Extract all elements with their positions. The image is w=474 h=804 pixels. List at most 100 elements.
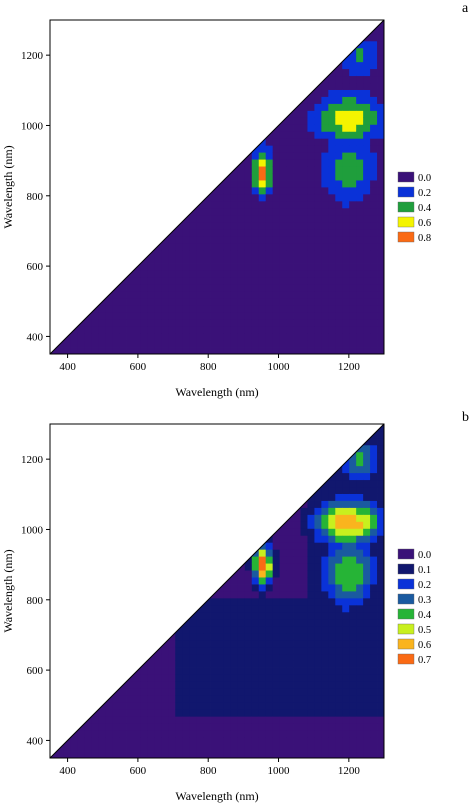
heatmap-cell xyxy=(293,152,301,160)
heatmap-cell xyxy=(335,340,343,348)
heatmap-cell xyxy=(300,563,308,571)
heatmap-cell xyxy=(203,277,211,285)
heatmap-cell xyxy=(230,584,239,592)
heatmap-cell xyxy=(377,249,385,257)
heatmap-cell xyxy=(210,235,218,244)
heatmap-cell xyxy=(356,521,364,529)
heatmap-cell xyxy=(272,695,281,703)
heatmap-cell xyxy=(377,291,385,299)
heatmap-cell xyxy=(328,200,336,209)
heatmap-cell xyxy=(70,744,79,752)
heatmap-cell xyxy=(370,653,378,661)
heatmap-cell xyxy=(265,298,274,306)
heatmap-cell xyxy=(321,110,329,118)
heatmap-cell xyxy=(244,570,253,578)
heatmap-cell xyxy=(223,632,232,641)
heatmap-cell xyxy=(314,110,322,118)
heatmap-cell xyxy=(272,138,281,146)
heatmap-cell xyxy=(300,639,308,648)
heatmap-cell xyxy=(349,180,357,188)
heatmap-cell xyxy=(349,521,357,529)
heatmap-cell xyxy=(321,228,329,237)
heatmap-cell xyxy=(119,695,127,703)
heatmap-cell xyxy=(286,709,294,717)
heatmap-cell xyxy=(230,577,239,585)
heatmap-cell xyxy=(279,584,287,592)
heatmap-cell xyxy=(140,737,148,745)
heatmap-cell xyxy=(258,340,267,348)
heatmap-cell xyxy=(335,305,343,313)
heatmap-cell xyxy=(182,751,190,759)
heatmap-cell xyxy=(258,751,267,759)
heatmap-cell xyxy=(356,138,364,146)
heatmap-cell xyxy=(258,221,267,230)
heatmap-cell xyxy=(370,486,378,494)
heatmap-cell xyxy=(279,159,287,167)
heatmap-cell xyxy=(363,653,371,661)
heatmap-cell xyxy=(307,180,315,188)
heatmap-cell xyxy=(286,124,294,132)
heatmap-cell xyxy=(321,242,329,251)
heatmap-cell xyxy=(272,131,281,139)
heatmap-cell xyxy=(251,751,260,759)
heatmap-cell xyxy=(203,207,211,216)
heatmap-cell xyxy=(377,221,385,230)
heatmap-cell xyxy=(217,625,225,634)
heatmap-cell xyxy=(356,535,364,543)
heatmap-cell xyxy=(370,702,378,710)
heatmap-cell xyxy=(286,591,294,599)
heatmap-cell xyxy=(328,716,336,724)
heatmap-cell xyxy=(314,249,322,257)
heatmap-cell xyxy=(105,347,114,355)
heatmap-cell xyxy=(307,263,315,271)
heatmap-cell xyxy=(223,263,232,271)
heatmap-cell xyxy=(349,159,357,167)
heatmap-cell xyxy=(237,207,246,216)
heatmap-cell xyxy=(377,472,385,481)
heatmap-cell xyxy=(98,340,107,348)
heatmap-cell xyxy=(349,207,357,216)
heatmap-cell xyxy=(223,730,232,738)
heatmap-cell xyxy=(168,277,176,285)
heatmap-cell xyxy=(223,723,232,731)
heatmap-cell xyxy=(286,180,294,188)
heatmap-cell xyxy=(196,737,204,745)
diagonal-line xyxy=(49,19,385,355)
heatmap-cell xyxy=(154,298,162,306)
heatmap-cell xyxy=(377,458,385,467)
heatmap-cell xyxy=(377,542,385,550)
heatmap-cell xyxy=(293,173,301,181)
heatmap-cell xyxy=(349,584,357,592)
heatmap-cell xyxy=(126,347,134,355)
heatmap-cell xyxy=(210,263,218,271)
heatmap-cell xyxy=(265,284,274,292)
heatmap-cell xyxy=(349,472,357,481)
heatmap-cell xyxy=(161,312,169,320)
heatmap-cell xyxy=(251,347,260,355)
heatmap-cell xyxy=(279,249,287,257)
heatmap-cell xyxy=(328,131,336,139)
heatmap-cell xyxy=(237,597,246,606)
heatmap-cell xyxy=(119,333,127,341)
heatmap-cell xyxy=(300,618,308,627)
heatmap-cell xyxy=(363,54,371,63)
heatmap-cell xyxy=(321,319,329,327)
heatmap-cell xyxy=(265,291,274,299)
heatmap-cell xyxy=(307,549,315,557)
heatmap-cell xyxy=(363,326,371,334)
heatmap-cell xyxy=(140,667,148,675)
heatmap-cell xyxy=(189,270,197,278)
heatmap-cell xyxy=(363,228,371,237)
heatmap-cell xyxy=(182,277,190,285)
heatmap-cell xyxy=(363,89,371,97)
heatmap-cell xyxy=(342,284,350,292)
heatmap-cell xyxy=(154,284,162,292)
heatmap-cell xyxy=(244,277,253,285)
heatmap-cell xyxy=(321,716,329,724)
heatmap-cell xyxy=(300,326,308,334)
heatmap-cell xyxy=(363,625,371,634)
heatmap-cell xyxy=(335,744,343,752)
heatmap-cell xyxy=(321,312,329,320)
heatmap-cell xyxy=(182,298,190,306)
heatmap-cell xyxy=(84,347,93,355)
